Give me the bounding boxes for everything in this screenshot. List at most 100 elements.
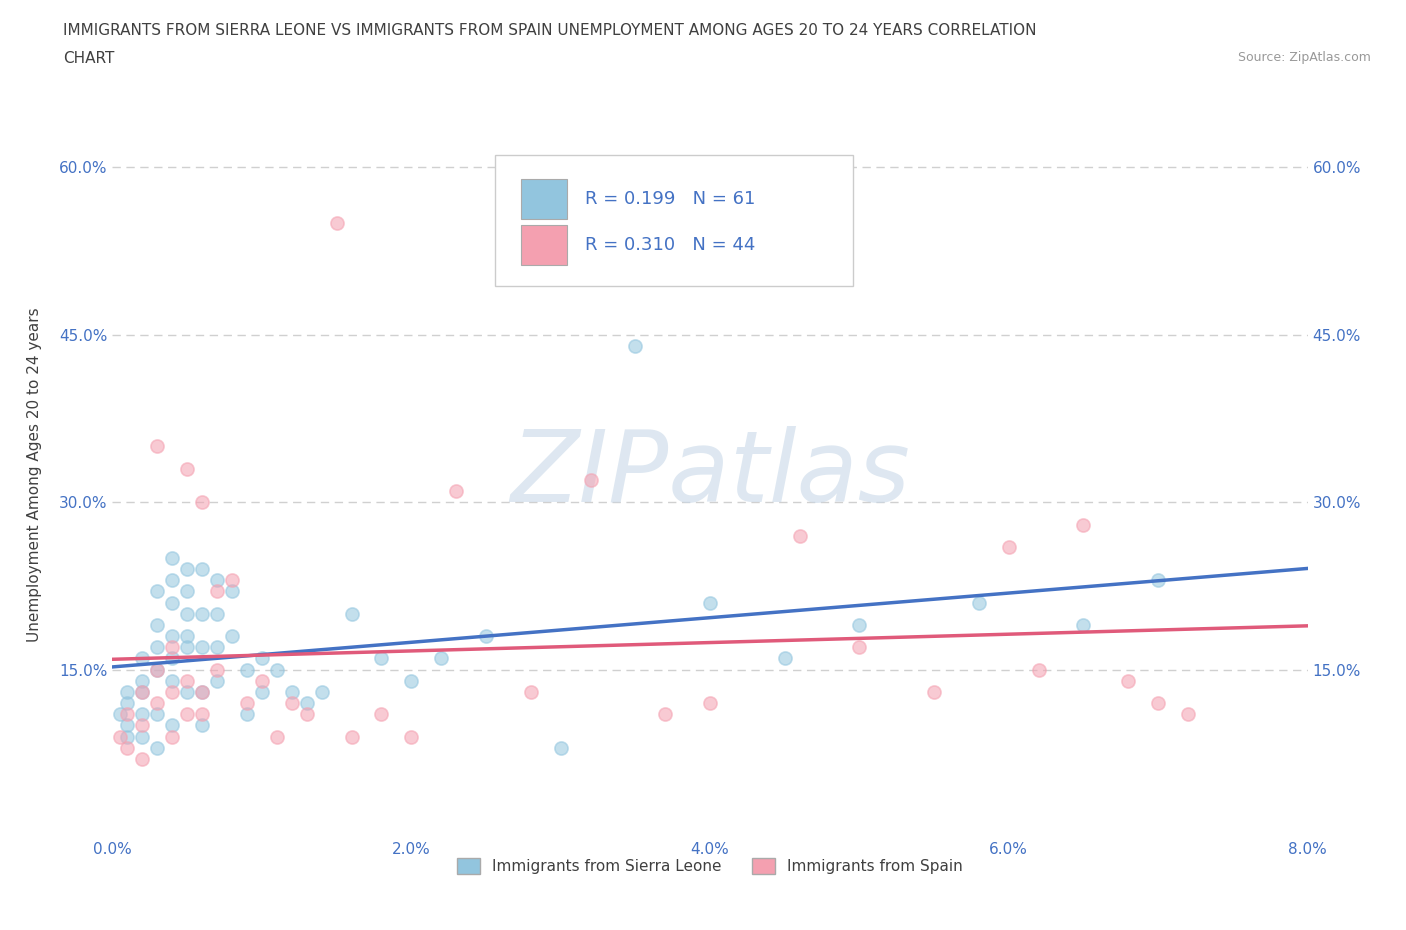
Point (162, 718, 183, 733)
Point (176, 673, 198, 688)
Point (176, 461, 198, 476)
Point (191, 640, 214, 655)
Point (266, 729, 288, 744)
Point (266, 662, 288, 677)
Point (191, 495, 214, 510)
Point (146, 640, 169, 655)
Point (654, 707, 676, 722)
Point (221, 629, 243, 644)
Point (967, 595, 990, 610)
Point (236, 662, 259, 677)
Bar (522, 225, 567, 265)
Point (444, 484, 467, 498)
Point (117, 696, 139, 711)
Point (250, 684, 273, 699)
Text: ZIPatlas: ZIPatlas (510, 426, 910, 523)
Point (1147, 696, 1170, 711)
Point (176, 707, 198, 722)
Point (624, 339, 647, 353)
Point (176, 684, 198, 699)
Point (430, 651, 453, 666)
Point (281, 684, 304, 699)
Point (205, 606, 228, 621)
Point (162, 651, 183, 666)
Point (176, 584, 198, 599)
Point (131, 684, 153, 699)
Point (117, 729, 139, 744)
Point (250, 651, 273, 666)
Point (401, 673, 423, 688)
Point (401, 729, 423, 744)
Point (146, 740, 169, 755)
Point (117, 740, 139, 755)
Point (281, 696, 304, 711)
Point (998, 539, 1021, 554)
Text: R = 0.199   N = 61: R = 0.199 N = 61 (585, 190, 755, 208)
Point (699, 595, 721, 610)
Point (191, 718, 214, 733)
Point (146, 696, 169, 711)
Point (325, 216, 347, 231)
Point (370, 651, 392, 666)
Bar (522, 179, 567, 219)
Point (162, 673, 183, 688)
Point (176, 606, 198, 621)
Point (146, 662, 169, 677)
FancyBboxPatch shape (495, 155, 853, 286)
Point (162, 729, 183, 744)
Point (162, 573, 183, 588)
Point (1118, 673, 1140, 688)
Point (221, 573, 243, 588)
Point (162, 684, 183, 699)
Point (131, 707, 153, 722)
Point (699, 696, 721, 711)
Point (146, 662, 169, 677)
Point (475, 629, 498, 644)
Point (108, 729, 131, 744)
Text: R = 0.310   N = 44: R = 0.310 N = 44 (585, 236, 755, 255)
Point (191, 684, 214, 699)
Point (162, 595, 183, 610)
Point (550, 740, 572, 755)
Point (311, 684, 333, 699)
Point (131, 729, 153, 744)
Point (117, 718, 139, 733)
Point (146, 439, 169, 454)
Point (295, 707, 318, 722)
Text: Source: ZipAtlas.com: Source: ZipAtlas.com (1237, 51, 1371, 64)
Point (370, 707, 392, 722)
Point (295, 696, 318, 711)
Point (176, 640, 198, 655)
Point (176, 629, 198, 644)
Point (146, 707, 169, 722)
Point (1073, 517, 1095, 532)
Point (191, 707, 214, 722)
Point (205, 662, 228, 677)
Y-axis label: Unemployment Among Ages 20 to 24 years: Unemployment Among Ages 20 to 24 years (28, 307, 42, 642)
Point (131, 751, 153, 766)
Text: IMMIGRANTS FROM SIERRA LEONE VS IMMIGRANTS FROM SPAIN UNEMPLOYMENT AMONG AGES 20: IMMIGRANTS FROM SIERRA LEONE VS IMMIGRAN… (63, 23, 1036, 38)
Point (340, 606, 363, 621)
Point (1028, 662, 1050, 677)
Point (922, 684, 945, 699)
Point (146, 584, 169, 599)
Point (773, 651, 796, 666)
Point (1147, 573, 1170, 588)
Point (848, 640, 870, 655)
Point (117, 684, 139, 699)
Point (176, 562, 198, 577)
Point (162, 640, 183, 655)
Point (1177, 707, 1199, 722)
Point (191, 684, 214, 699)
Point (579, 472, 602, 487)
Legend: Immigrants from Sierra Leone, Immigrants from Spain: Immigrants from Sierra Leone, Immigrants… (451, 852, 969, 880)
Text: CHART: CHART (63, 51, 115, 66)
Point (205, 673, 228, 688)
Point (131, 718, 153, 733)
Point (340, 729, 363, 744)
Point (205, 584, 228, 599)
Point (191, 606, 214, 621)
Point (146, 618, 169, 632)
Point (236, 707, 259, 722)
Point (162, 629, 183, 644)
